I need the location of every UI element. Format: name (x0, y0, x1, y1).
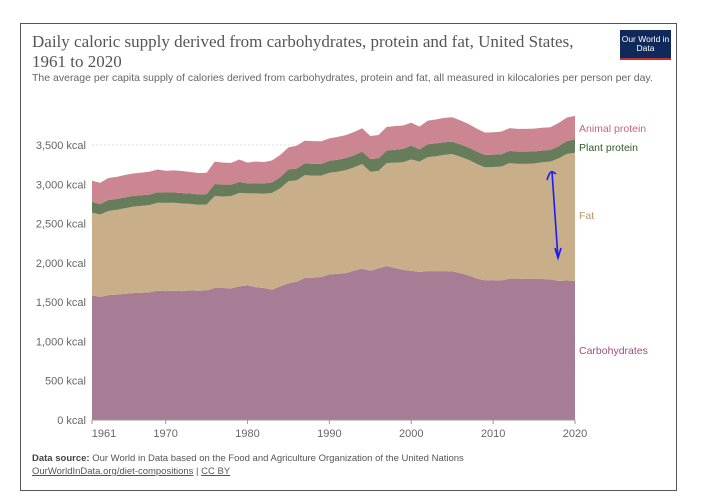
owid-logo[interactable]: Our World in Data (620, 30, 671, 60)
y-tick-label: 2,500 kcal (36, 219, 86, 231)
chart-title: Daily caloric supply derived from carboh… (32, 32, 574, 71)
chart-frame (20, 23, 677, 491)
area-fat[interactable] (92, 152, 575, 298)
series-label: Fat (579, 210, 594, 222)
y-tick-label: 3,000 kcal (36, 179, 86, 191)
x-tick-label: 1970 (153, 428, 177, 440)
series-label: Plant protein (579, 142, 638, 154)
y-tick-label: 500 kcal (45, 376, 86, 388)
y-tick-label: 3,500 kcal (36, 140, 86, 152)
footer: Data source: Our World in Data based on … (32, 452, 464, 478)
separator: | (196, 466, 199, 477)
y-tick-label: 2,000 kcal (36, 258, 86, 270)
license-link[interactable]: CC BY (201, 466, 231, 477)
y-tick-label: 0 kcal (57, 415, 86, 427)
annotation-arrow-icon (546, 170, 562, 261)
source-link[interactable]: OurWorldInData.org/diet-compositions (32, 466, 194, 477)
area-animal-protein[interactable] (92, 115, 575, 205)
y-tick-label: 1,000 kcal (36, 336, 86, 348)
area-plant-protein[interactable] (92, 139, 575, 215)
x-tick-label: 2000 (399, 428, 423, 440)
source-label: Data source: (32, 453, 90, 464)
logo-text: Our World in Data (621, 33, 670, 53)
x-tick-label: 2010 (481, 428, 505, 440)
area-carbohydrates[interactable] (92, 266, 575, 420)
series-label: Carbohydrates (579, 345, 648, 357)
y-tick-label: 1,500 kcal (36, 297, 86, 309)
x-tick-label: 1961 (92, 428, 116, 440)
x-tick-label: 1980 (235, 428, 259, 440)
x-tick-label: 1990 (317, 428, 341, 440)
chart-subtitle: The average per capita supply of calorie… (32, 72, 653, 84)
source-text: Our World in Data based on the Food and … (92, 453, 464, 464)
x-tick-label: 2020 (563, 428, 587, 440)
series-label: Animal protein (579, 123, 646, 135)
